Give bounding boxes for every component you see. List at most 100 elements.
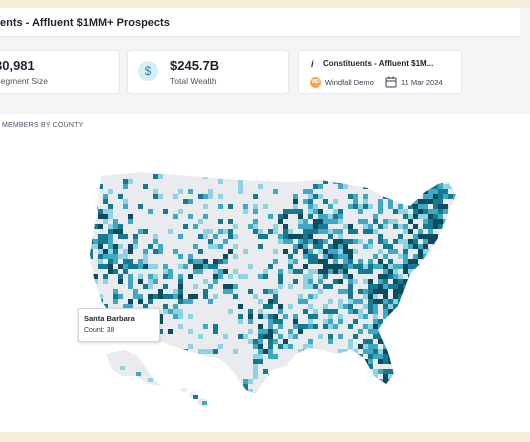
county-cell[interactable]: [393, 224, 398, 229]
county-cell[interactable]: [338, 289, 343, 294]
county-cell[interactable]: [443, 254, 448, 259]
county-cell[interactable]: [273, 299, 278, 304]
county-cell[interactable]: [273, 339, 278, 344]
county-cell[interactable]: [238, 274, 243, 279]
county-cell[interactable]: [218, 269, 223, 274]
county-cell[interactable]: [413, 259, 418, 264]
county-cell[interactable]: [348, 339, 353, 344]
county-cell[interactable]: [278, 304, 283, 309]
county-cell[interactable]: [158, 374, 163, 379]
county-cell[interactable]: [263, 314, 268, 319]
county-cell[interactable]: [438, 224, 443, 229]
county-cell[interactable]: [433, 239, 438, 244]
county-cell[interactable]: [333, 324, 338, 329]
county-cell[interactable]: [458, 314, 463, 319]
county-cell[interactable]: [128, 304, 133, 309]
county-cell[interactable]: [263, 304, 268, 309]
county-cell[interactable]: [433, 314, 438, 319]
county-cell[interactable]: [313, 184, 318, 189]
county-cell[interactable]: [333, 244, 338, 249]
county-cell[interactable]: [198, 194, 203, 199]
county-cell[interactable]: [413, 289, 418, 294]
county-cell[interactable]: [328, 219, 333, 224]
county-cell[interactable]: [173, 194, 178, 199]
county-cell[interactable]: [178, 274, 183, 279]
county-cell[interactable]: [453, 184, 458, 189]
county-cell[interactable]: [428, 299, 433, 304]
county-cell[interactable]: [268, 389, 273, 394]
county-cell[interactable]: [258, 344, 263, 349]
county-cell[interactable]: [383, 379, 388, 384]
county-cell[interactable]: [248, 329, 253, 334]
county-cell[interactable]: [378, 259, 383, 264]
county-cell[interactable]: [323, 249, 328, 254]
county-cell[interactable]: [423, 394, 428, 399]
county-cell[interactable]: [398, 209, 403, 214]
county-cell[interactable]: [338, 234, 343, 239]
county-cell[interactable]: [228, 309, 233, 314]
county-cell[interactable]: [388, 324, 393, 329]
county-cell[interactable]: [428, 214, 433, 219]
county-cell[interactable]: [398, 339, 403, 344]
county-cell[interactable]: [88, 279, 93, 284]
county-cell[interactable]: [388, 369, 393, 374]
county-cell[interactable]: [233, 269, 238, 274]
county-cell[interactable]: [378, 319, 383, 324]
county-cell[interactable]: [338, 219, 343, 224]
county-cell[interactable]: [258, 314, 263, 319]
county-cell[interactable]: [153, 264, 158, 269]
county-cell[interactable]: [338, 364, 343, 369]
county-cell[interactable]: [438, 244, 443, 249]
county-cell[interactable]: [208, 264, 213, 269]
county-cell[interactable]: [153, 189, 158, 194]
county-cell[interactable]: [183, 224, 188, 229]
county-cell[interactable]: [136, 372, 141, 376]
county-cell[interactable]: [378, 329, 383, 334]
county-cell[interactable]: [338, 304, 343, 309]
county-cell[interactable]: [273, 319, 278, 324]
county-cell[interactable]: [368, 324, 373, 329]
county-cell[interactable]: [248, 339, 253, 344]
county-cell[interactable]: [118, 224, 123, 229]
county-cell[interactable]: [103, 264, 108, 269]
county-cell[interactable]: [428, 269, 433, 274]
county-cell[interactable]: [353, 299, 358, 304]
county-cell[interactable]: [268, 289, 273, 294]
county-cell[interactable]: [223, 289, 228, 294]
county-cell[interactable]: [373, 374, 378, 379]
county-cell[interactable]: [368, 244, 373, 249]
county-cell[interactable]: [358, 394, 363, 399]
county-cell[interactable]: [313, 244, 318, 249]
county-cell[interactable]: [108, 269, 113, 274]
county-cell[interactable]: [393, 344, 398, 349]
county-cell[interactable]: [433, 339, 438, 344]
county-cell[interactable]: [423, 179, 428, 184]
county-cell[interactable]: [458, 364, 463, 369]
county-cell[interactable]: [428, 249, 433, 254]
county-cell[interactable]: [383, 344, 388, 349]
county-cell[interactable]: [418, 389, 423, 394]
county-cell[interactable]: [333, 279, 338, 284]
county-cell[interactable]: [208, 189, 213, 194]
county-cell[interactable]: [228, 229, 233, 234]
county-cell[interactable]: [448, 214, 453, 219]
county-cell[interactable]: [378, 169, 383, 174]
county-cell[interactable]: [108, 254, 113, 259]
county-cell[interactable]: [383, 294, 388, 299]
county-cell[interactable]: [93, 244, 98, 249]
county-cell[interactable]: [148, 279, 153, 284]
county-cell[interactable]: [103, 219, 108, 224]
county-cell[interactable]: [303, 224, 308, 229]
county-cell[interactable]: [373, 294, 378, 299]
county-cell[interactable]: [293, 314, 298, 319]
county-cell[interactable]: [113, 259, 118, 264]
county-cell[interactable]: [293, 324, 298, 329]
county-cell[interactable]: [358, 309, 363, 314]
county-cell[interactable]: [333, 209, 338, 214]
county-cell[interactable]: [343, 249, 348, 254]
county-cell[interactable]: [443, 264, 448, 269]
county-cell[interactable]: [458, 199, 463, 204]
county-cell[interactable]: [333, 354, 338, 359]
county-cell[interactable]: [398, 224, 403, 229]
county-cell[interactable]: [423, 309, 428, 314]
